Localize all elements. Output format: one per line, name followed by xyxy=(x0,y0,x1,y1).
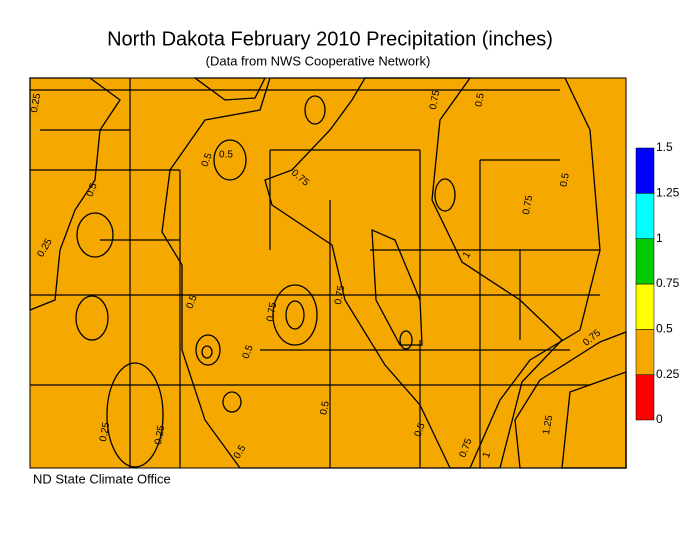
contour-label: 0.25 xyxy=(29,92,43,114)
legend-swatch xyxy=(635,283,655,330)
region-cyan xyxy=(201,345,213,359)
contour-label: 0.25 xyxy=(98,421,112,443)
contour-label: 0.5 xyxy=(474,92,487,108)
legend-swatch xyxy=(635,193,655,239)
region-green xyxy=(272,284,318,346)
contour-label: 0.5 xyxy=(413,421,428,438)
region-orange xyxy=(434,178,456,212)
map-border xyxy=(29,77,627,469)
contour-label: 0.75 xyxy=(265,301,279,323)
region-green xyxy=(222,391,242,413)
legend-swatch xyxy=(635,147,655,194)
region-green xyxy=(304,95,326,125)
map-base xyxy=(30,78,626,468)
contour-label: 1 xyxy=(461,250,474,261)
legend-label: 0 xyxy=(656,412,663,426)
region-yellow xyxy=(76,212,114,258)
contour-label: 1.25 xyxy=(541,414,555,436)
legend: 0 0.25 0.5 0.75 1 1.25 1.5 xyxy=(635,140,680,426)
credit: ND State Climate Office xyxy=(33,471,171,486)
region-cyan xyxy=(371,228,423,346)
legend-label: 0.5 xyxy=(656,322,673,336)
contour-label: 0.5 xyxy=(319,400,332,416)
region-green xyxy=(195,334,221,366)
legend-swatch xyxy=(635,329,655,375)
region-blue xyxy=(399,330,413,350)
contour-label: 0.5 xyxy=(559,172,572,188)
contour-label: 0.75 xyxy=(521,194,535,216)
legend-label: 1.5 xyxy=(656,140,673,154)
legend-label: 1 xyxy=(656,231,663,245)
contour-label: 0.5 xyxy=(219,150,233,161)
subtitle: (Data from NWS Cooperative Network) xyxy=(206,53,431,68)
contour-label: 0.25 xyxy=(153,424,167,446)
legend-label: 1.25 xyxy=(656,186,680,200)
region-cyan xyxy=(285,300,305,330)
county-lines xyxy=(30,78,600,468)
region-red xyxy=(106,362,164,468)
region-yellow xyxy=(75,295,109,341)
region-green xyxy=(264,77,563,469)
region-green xyxy=(213,139,247,181)
contour-label: 0.5 xyxy=(185,293,200,310)
contour-label: 0.5 xyxy=(200,151,215,168)
legend-label: 0.75 xyxy=(656,276,680,290)
legend-swatch xyxy=(635,238,655,285)
legend-swatch xyxy=(635,374,655,421)
contour-label: 1 xyxy=(481,450,493,459)
contour-label: 0.75 xyxy=(333,284,347,306)
contour-label: 0.5 xyxy=(241,343,256,360)
map xyxy=(29,77,627,469)
legend-label: 0.25 xyxy=(656,367,680,381)
region-red xyxy=(29,77,121,311)
contour-label: 0.75 xyxy=(428,89,442,111)
title: North Dakota February 2010 Precipitation… xyxy=(107,28,553,50)
contour-label: 0.5 xyxy=(85,181,100,198)
